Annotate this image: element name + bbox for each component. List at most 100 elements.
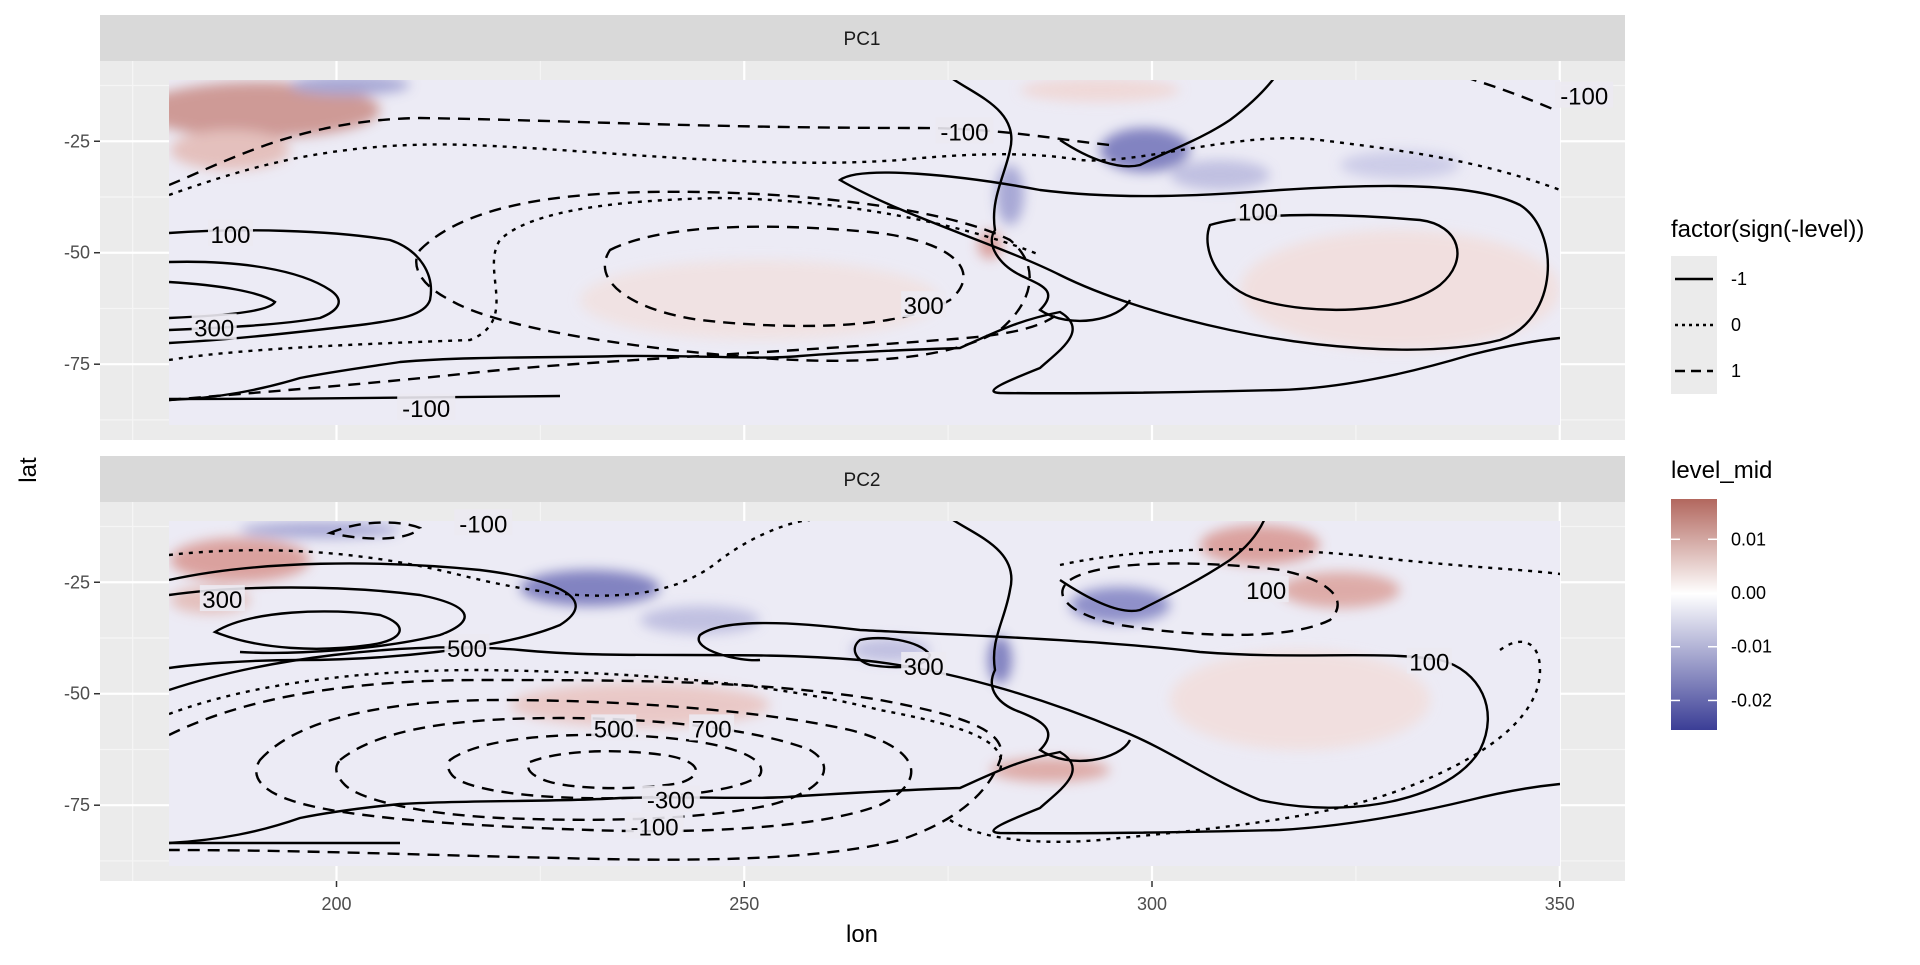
pc1-contour-100-bottom [169, 394, 561, 401]
pc1-contour-m300-inner [603, 225, 965, 328]
pc2-contour-700 [212, 610, 401, 650]
contour-label: -100 [940, 119, 988, 146]
pc2-contour-300 [169, 562, 577, 670]
contour-label: 100 [1246, 578, 1286, 605]
contour-label: 300 [904, 293, 944, 320]
contour-label: -100 [459, 511, 507, 538]
linetype-legend-keys: -1 0 1 [1671, 256, 1747, 394]
contour-label: -100 [402, 396, 450, 423]
pc2-contour-m300 [255, 698, 913, 833]
panel-pc1-field [169, 80, 1560, 425]
contour-label-bg [1235, 197, 1281, 224]
pc2-contour-zero-c [949, 548, 1560, 844]
panel-pc2-field [169, 521, 1560, 866]
contour-label: 300 [194, 316, 234, 343]
panel-pc2: PC2 [100, 456, 1625, 881]
y-tick-label: -75 [64, 354, 90, 374]
y-tick-label: -75 [64, 795, 90, 815]
y-tick-label: -25 [64, 131, 90, 151]
pc1-contour-100-left [169, 229, 433, 345]
colorbar-label: 0.00 [1731, 583, 1766, 603]
fill-legend-colorbar [1671, 499, 1717, 730]
contour-label: 300 [202, 587, 242, 614]
x-tick-label: 300 [1137, 894, 1167, 914]
contour-label-bg [1555, 81, 1614, 108]
pc1-contour-300-left [169, 260, 340, 332]
contour-label-bg [689, 714, 735, 741]
contour-label: 100 [1238, 200, 1278, 227]
strip-pc2-label: PC2 [844, 470, 881, 491]
contour-label-bg [444, 634, 490, 661]
pc1-contour-100-right [837, 171, 1550, 351]
contour-label: -300 [647, 788, 695, 815]
contour-label-bg [901, 291, 947, 318]
contour-label-bg [641, 785, 700, 812]
contour-label-bg [625, 812, 684, 839]
colorbar-label: 0.01 [1731, 529, 1766, 549]
contour-label: -100 [631, 814, 679, 841]
contour-label: 100 [1409, 650, 1449, 677]
pc1-contour-m100-mid [415, 190, 1031, 362]
fill-legend-keys: 0.01 0.00 -0.01 -0.02 [1671, 529, 1772, 710]
pc2-coast-south-america [952, 521, 1265, 763]
pc1-contour-m100-right [1470, 80, 1556, 112]
pc2-contour-m100 [169, 678, 1003, 861]
fill-legend: level_mid 0.01 0.00 -0.01 -0.02 [1671, 457, 1772, 730]
x-tick-label: 200 [321, 894, 351, 914]
pc2-contour-m700 [446, 733, 763, 800]
contour-label-bg [591, 714, 637, 741]
pc2-contour-m100-top [326, 521, 422, 540]
linetype-key-label: 1 [1731, 361, 1741, 381]
contour-label-bg [1243, 576, 1289, 603]
pc2-contour-m900 [527, 750, 698, 790]
contour-label-bg [397, 393, 456, 420]
contour-label-bg [935, 117, 994, 144]
y-tick-label: -50 [64, 243, 90, 263]
contour-label: 500 [594, 716, 634, 743]
x-axis-ticks: 200 250 300 350 [321, 881, 1575, 914]
contour-label-bg [191, 313, 237, 340]
pc2-contour-m100-right [1061, 562, 1339, 637]
colorbar-label: -0.01 [1731, 637, 1772, 657]
pc2-contour-zero-a [169, 521, 811, 597]
colorbar-label: -0.02 [1731, 690, 1772, 710]
x-axis-title: lon [846, 921, 878, 948]
strip-pc2-bg [100, 456, 1625, 502]
linetype-legend: factor(sign(-level)) -1 0 1 [1671, 216, 1864, 394]
linetype-key-label: 0 [1731, 315, 1741, 335]
panel-pc2-contours [169, 521, 1560, 861]
pc1-contour-300-right [1206, 213, 1459, 312]
contour-label: 500 [447, 636, 487, 663]
linetype-key-label: -1 [1731, 269, 1747, 289]
pc1-contour-m100-top [169, 116, 1111, 187]
pc2-contour-zero-b [169, 668, 1003, 771]
pc1-contour-zero-a [169, 136, 1560, 197]
pc1-contour-zero-b [169, 196, 1041, 362]
x-tick-label: 250 [729, 894, 759, 914]
pc2-contour-m500 [335, 716, 826, 821]
contour-label-bg [199, 585, 245, 612]
contour-label-bg [1406, 647, 1452, 674]
contour-label-bg [207, 219, 253, 246]
pc2-contour-100 [169, 621, 1490, 809]
strip-pc1-bg [100, 15, 1625, 61]
y-axis-ticks: -25 -50 -75 -25 -50 -75 [64, 131, 100, 815]
x-tick-label: 350 [1545, 894, 1575, 914]
strip-pc1-label: PC1 [844, 29, 881, 50]
y-axis-title: lat [15, 457, 42, 483]
linetype-key-bg [1671, 302, 1717, 348]
panel-pc1-contour-labels: -100 100 -100 100 300 300 -100 [191, 81, 1614, 423]
contour-label-bg [901, 651, 947, 678]
contour-label-bg [454, 509, 513, 536]
linetype-legend-title: factor(sign(-level)) [1671, 216, 1864, 243]
y-tick-label: -50 [64, 684, 90, 704]
contour-label: 700 [692, 716, 732, 743]
pc2-contour-500 [169, 586, 466, 655]
contour-label: 100 [210, 222, 250, 249]
panel-pc1-contours [169, 80, 1560, 402]
fill-legend-title: level_mid [1671, 457, 1772, 484]
panel-pc1: PC1 [100, 15, 1625, 440]
contour-label: 300 [904, 654, 944, 681]
